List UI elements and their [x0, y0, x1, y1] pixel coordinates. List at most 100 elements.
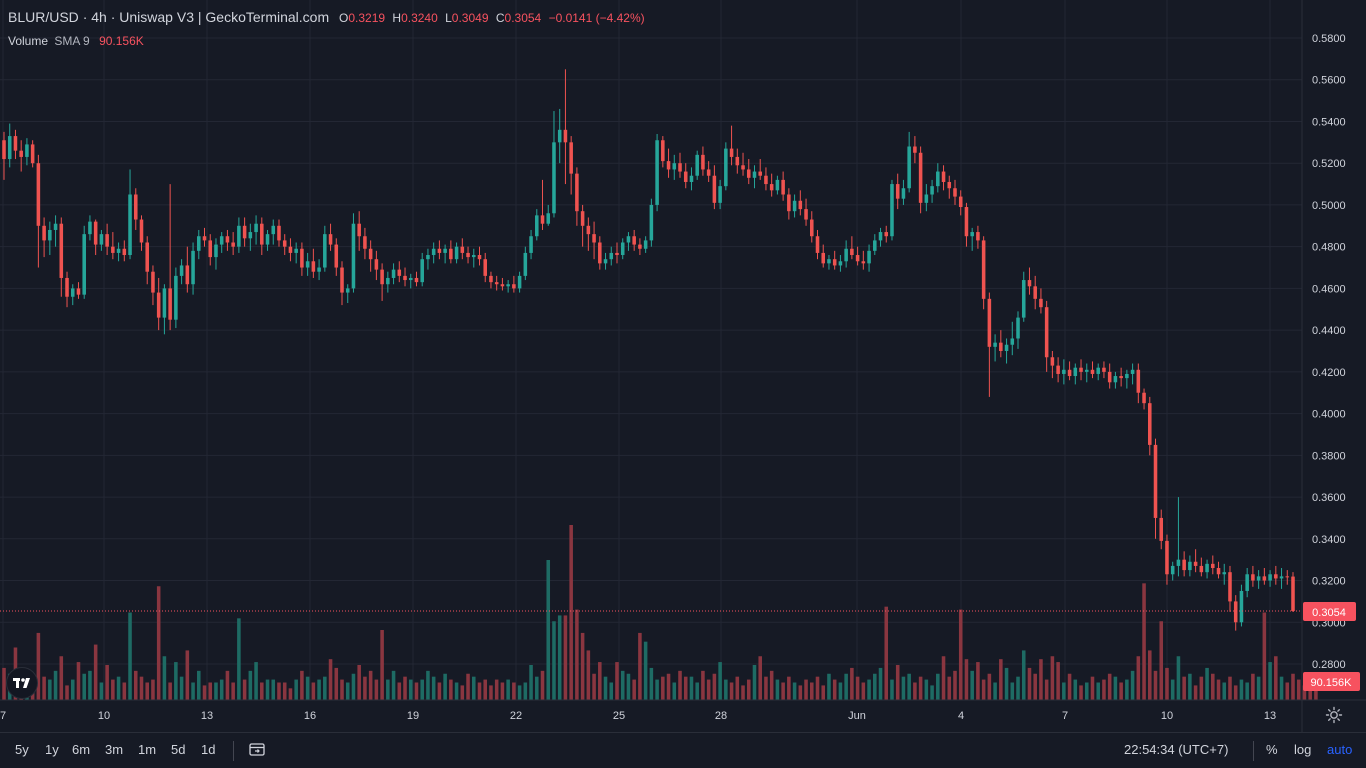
volume-bar: [208, 682, 213, 700]
candle: [197, 229, 201, 260]
range-1m-button[interactable]: 1m: [138, 742, 157, 757]
candle: [1033, 275, 1037, 310]
volume-bar: [42, 676, 46, 700]
volume-bar: [391, 670, 396, 700]
candle: [976, 225, 980, 249]
range-5y-button[interactable]: 5y: [15, 742, 29, 757]
volume-bar: [197, 670, 201, 700]
volume-bar: [374, 679, 379, 700]
volume-bar: [179, 676, 184, 700]
volume-bar: [1170, 679, 1175, 700]
candle: [918, 146, 923, 214]
candle: [254, 215, 258, 245]
volume-bar: [305, 676, 310, 700]
volume-bar: [1010, 682, 1015, 700]
volume-bar: [1182, 676, 1186, 700]
volume-bar: [1148, 650, 1152, 700]
volume-label[interactable]: Volume: [8, 34, 49, 48]
tradingview-logo-icon[interactable]: [6, 667, 38, 699]
volume-bar: [586, 650, 591, 700]
volume-bar: [598, 662, 602, 700]
candle: [2, 131, 6, 180]
clock-readout[interactable]: 22:54:34 (UTC+7): [1124, 742, 1229, 757]
candle: [225, 229, 230, 251]
range-5d-button[interactable]: 5d: [171, 742, 186, 757]
candle: [19, 140, 23, 172]
volume-bar: [873, 673, 877, 700]
candle: [25, 138, 29, 166]
volume-bar: [340, 679, 344, 700]
volume-bar: [901, 676, 906, 700]
symbol-name[interactable]: BLUR/USD: [8, 9, 79, 25]
date-range-icon[interactable]: [248, 741, 266, 759]
candle: [397, 261, 402, 283]
volume-bar: [1107, 673, 1112, 700]
y-tick-label: 0.2800: [1312, 659, 1346, 671]
candle: [592, 221, 596, 260]
volume-bar: [1239, 679, 1244, 700]
volume-bar: [758, 656, 762, 700]
volume-bar: [1279, 676, 1284, 700]
candle: [248, 223, 253, 251]
volume-bar: [443, 673, 447, 700]
time-axis[interactable]: 7 10 13 16 19 22 25 28 Jun 4 7 10 13: [0, 710, 1276, 722]
x-tick-label: 10: [1161, 710, 1173, 722]
volume-bar: [1021, 650, 1026, 700]
candle: [523, 246, 528, 281]
candle: [598, 236, 602, 270]
volume-bar: [1188, 673, 1192, 700]
candle: [890, 179, 894, 241]
candle: [552, 111, 556, 218]
candle: [895, 173, 900, 210]
candle: [1170, 561, 1175, 581]
volume-bar: [895, 665, 900, 700]
volume-bar: [964, 659, 969, 700]
candle: [661, 136, 665, 168]
candle: [901, 179, 906, 205]
candle: [494, 275, 499, 291]
candle: [483, 252, 488, 283]
candle: [460, 238, 465, 260]
candle: [271, 219, 276, 245]
candle: [706, 161, 711, 182]
log-scale-button[interactable]: log: [1294, 742, 1312, 757]
volume-bar: [219, 679, 224, 700]
volume-bar: [1274, 656, 1278, 700]
volume-bar: [128, 612, 132, 700]
range-6m-button[interactable]: 6m: [72, 742, 91, 757]
auto-scale-button[interactable]: auto: [1327, 742, 1353, 757]
candle: [999, 330, 1003, 358]
range-3m-button[interactable]: 3m: [105, 742, 124, 757]
price-axis[interactable]: 0.5800 0.5600 0.5400 0.5200 0.5000 0.4800 0.46…: [1312, 33, 1346, 671]
candle: [53, 215, 58, 247]
candle: [752, 165, 757, 189]
range-1y-button[interactable]: 1y: [45, 742, 59, 757]
candle: [386, 271, 390, 293]
candle: [1205, 559, 1209, 579]
interval-label[interactable]: 4h: [91, 9, 107, 25]
range-1d-button[interactable]: 1d: [201, 742, 216, 757]
volume-bar: [139, 676, 144, 700]
volume-bar: [420, 679, 424, 700]
candle: [729, 125, 734, 166]
volume-bar: [162, 656, 167, 700]
volume-bar: [225, 670, 230, 700]
percent-scale-button[interactable]: %: [1266, 742, 1278, 757]
volume-bar: [844, 673, 848, 700]
candle: [231, 232, 235, 256]
volume-bar: [323, 676, 327, 700]
low-label: L: [445, 11, 452, 25]
candle: [202, 227, 207, 247]
gear-icon[interactable]: [1325, 706, 1343, 724]
candle: [1228, 565, 1232, 612]
candle: [128, 169, 132, 260]
volume-bar: [609, 682, 614, 700]
volume-bar: [426, 670, 430, 700]
volume-bar: [174, 662, 178, 700]
volume-bar: [970, 670, 974, 700]
volume-bar: [351, 673, 356, 700]
x-tick-label: 4: [958, 710, 964, 722]
candle: [1084, 363, 1089, 383]
candle: [718, 179, 722, 210]
